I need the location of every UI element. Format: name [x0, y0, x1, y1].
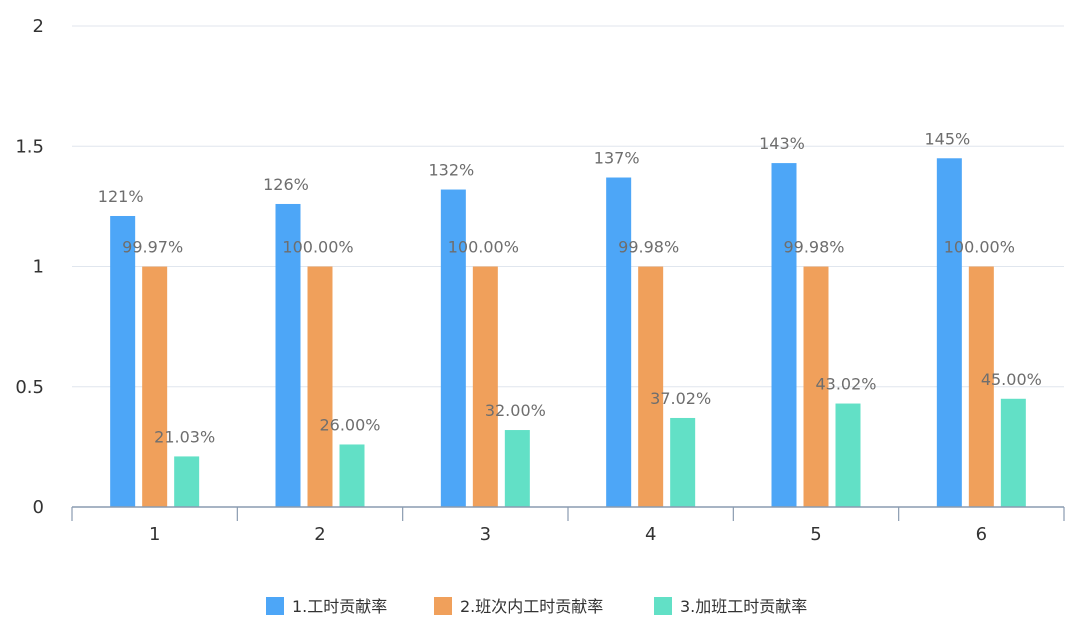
data-label: 99.98% [783, 238, 844, 257]
legend-item[interactable]: 2.班次内工时贡献率 [434, 597, 603, 616]
legend-swatch [434, 597, 452, 615]
y-tick-label: 1.5 [15, 136, 44, 157]
y-tick-label: 0.5 [15, 377, 44, 398]
bar[interactable] [275, 203, 301, 507]
data-label: 100.00% [944, 238, 1015, 257]
bar[interactable] [936, 158, 962, 507]
legend-swatch [266, 597, 284, 615]
bar[interactable] [307, 266, 333, 508]
legend-swatch [654, 597, 672, 615]
bar[interactable] [440, 189, 466, 508]
x-tick-label: 4 [645, 524, 656, 545]
data-label: 100.00% [448, 238, 519, 257]
legend-label: 2.班次内工时贡献率 [460, 597, 603, 616]
data-label: 145% [924, 129, 970, 148]
x-axis: 1 2 3 4 5 6 [71, 506, 1065, 545]
data-label: 37.02% [650, 389, 711, 408]
bar[interactable] [606, 177, 632, 507]
y-tick-label: 2 [33, 16, 44, 37]
data-label: 100.00% [282, 238, 353, 257]
grid-lines [72, 25, 1064, 388]
bar[interactable] [1000, 398, 1026, 507]
data-label: 143% [759, 134, 805, 153]
data-label: 43.02% [815, 375, 876, 394]
bar[interactable] [339, 444, 365, 507]
y-axis-ticks: 0 0.5 1 1.5 2 [15, 16, 44, 518]
data-label: 21.03% [154, 427, 215, 446]
y-tick-label: 0 [33, 497, 44, 518]
x-tick-label: 1 [149, 524, 160, 545]
data-label: 32.00% [485, 401, 546, 420]
bar[interactable] [174, 456, 200, 507]
x-tick-label: 6 [976, 524, 987, 545]
bar[interactable] [771, 163, 797, 507]
data-label: 45.00% [981, 370, 1042, 389]
data-label: 137% [594, 149, 640, 168]
bar[interactable] [142, 266, 168, 507]
legend-item[interactable]: 1.工时贡献率 [266, 597, 387, 616]
legend-label: 3.加班工时贡献率 [680, 597, 807, 616]
data-labels: 121% 99.97% 21.03% 126% 100.00% 26.00% 132% 100… [98, 129, 1042, 446]
bar[interactable] [835, 403, 861, 507]
y-tick-label: 1 [33, 257, 44, 278]
bar[interactable] [670, 417, 696, 507]
bar[interactable] [968, 266, 994, 508]
data-label: 121% [98, 187, 144, 206]
data-label: 126% [263, 175, 309, 194]
legend-item[interactable]: 3.加班工时贡献率 [654, 597, 807, 616]
bar[interactable] [504, 430, 530, 507]
bar[interactable] [472, 266, 498, 508]
legend[interactable]: 1.工时贡献率 2.班次内工时贡献率 3.加班工时贡献率 [266, 597, 807, 616]
legend-label: 1.工时贡献率 [292, 597, 387, 616]
data-label: 26.00% [319, 415, 380, 434]
bars [110, 158, 1026, 508]
bar[interactable] [803, 266, 829, 507]
x-tick-label: 5 [810, 524, 821, 545]
bar[interactable] [638, 266, 664, 507]
data-label: 99.98% [618, 238, 679, 257]
x-tick-label: 3 [480, 524, 491, 545]
bar[interactable] [110, 215, 136, 507]
data-label: 132% [428, 161, 474, 180]
x-tick-label: 2 [314, 524, 325, 545]
data-label: 99.97% [122, 238, 183, 257]
